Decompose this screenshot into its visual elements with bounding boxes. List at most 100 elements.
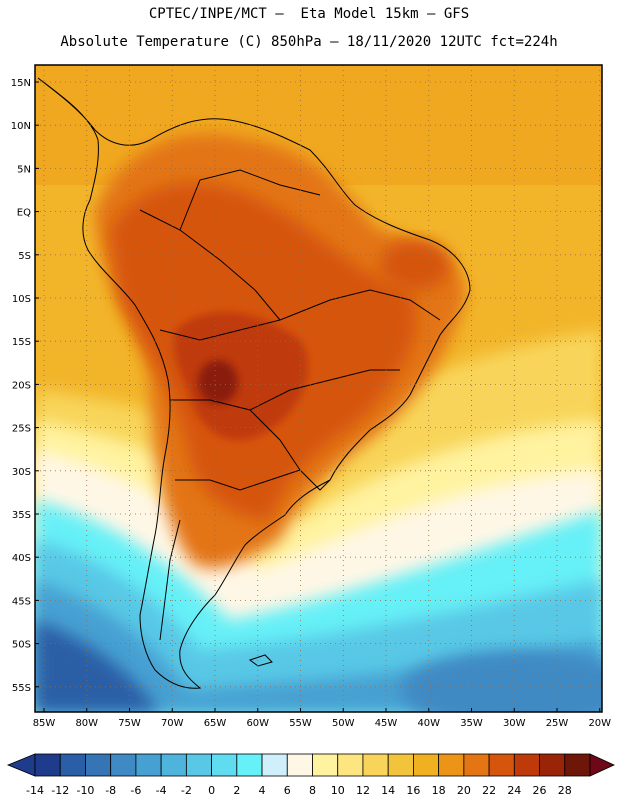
lon-label: 50W [332,718,355,729]
lat-label: 50S [12,640,31,651]
lat-label: 40S [12,553,31,564]
continent-very-hot-zone [174,311,309,441]
temperature-field [35,65,602,712]
colorbar-swatch [387,753,414,777]
colorbar-label: 22 [482,784,496,797]
colorbar-label: 4 [259,784,266,797]
lat-label: 10S [12,294,31,305]
lon-label: 20W [588,718,611,729]
colorbar-swatch [110,753,137,777]
lon-label: 60W [246,718,269,729]
lon-label: 75W [118,718,141,729]
colorbar-label: 24 [507,784,521,797]
lat-label: 10N [11,121,31,132]
border-line-9 [159,519,181,641]
field-blue-southeast [400,650,602,712]
colorbar-label: -4 [156,784,167,797]
colorbar-label: 26 [533,784,547,797]
colorbar-swatch [413,753,440,777]
colorbar-swatch [160,753,187,777]
colorbar-label: 0 [208,784,215,797]
max-temperature-core [198,360,238,404]
colorbar-label: 10 [331,784,345,797]
colorbar [6,753,615,777]
colorbar-swatch [211,753,238,777]
field-deep-blue [35,620,160,712]
latitude-labels: 15N 10N 5N EQ 5S 10S 15S 20S 25S 30S 35S 40S 45S 50S 5… [11,78,39,694]
colorbar-swatch [488,753,515,777]
border-line-1 [139,209,281,321]
lon-label: 35W [460,718,483,729]
colorbar-swatch [513,753,540,777]
colorbar-swatch [185,753,212,777]
colorbar-label: -12 [51,784,69,797]
lat-label: 20S [12,380,31,391]
colorbar-label: 12 [356,784,370,797]
colorbar-swatch [337,753,364,777]
colorbar-swatch [34,753,61,777]
colorbar-swatch [438,753,465,777]
colorbar-label: 28 [558,784,572,797]
colorbar-swatch [362,753,389,777]
longitude-labels: 85W 80W 75W 70W 65W 60W 55W 50W 45W 40W 35W 30W 25W 2… [33,708,611,729]
colorbar-label: 2 [233,784,240,797]
colorbar-swatch [85,753,112,777]
border-line-7 [175,469,301,491]
northeast-brazil-hot [380,240,450,290]
colorbar-labels: -14 -12 -10 -8 -6 -4 -2 0 2 4 6 8 10 12 14 16 18 20 22 24 26… [26,784,572,797]
map-title-line-1: CPTEC/INPE/MCT – Eta Model 15km – GFS [148,6,470,22]
colorbar-swatch [564,753,591,777]
lon-label: 40W [417,718,440,729]
border-line-6 [249,369,400,411]
border-line-3 [279,289,441,321]
lat-label: 30S [12,467,31,478]
lon-label: 55W [289,718,312,729]
coastlines [37,77,471,689]
colorbar-label: 18 [432,784,446,797]
colorbar-label: -10 [76,784,94,797]
colorbar-label: -8 [105,784,116,797]
colorbar-swatch [59,753,86,777]
colorbar-label: 8 [309,784,316,797]
colorbar-swatch [261,753,288,777]
colorbar-swatch [539,753,566,777]
colorbar-high-arrow [589,753,615,777]
map-frame [34,64,603,713]
lon-label: 45W [375,718,398,729]
lat-label: 25S [12,424,31,435]
lat-label: 45S [12,596,31,607]
lat-label: 5N [17,164,31,175]
border-line-8 [299,469,331,491]
colorbar-label: 20 [457,784,471,797]
map-title-line-2: Absolute Temperature (C) 850hPa – 18/11/… [60,34,558,50]
colorbar-label: -2 [181,784,192,797]
colorbar-swatch [312,753,339,777]
border-line-4 [159,319,281,341]
colorbar-label: -14 [26,784,44,797]
colorbar-low-arrow [6,753,36,777]
colorbar-label: 6 [284,784,291,797]
colorbar-swatch [135,753,162,777]
lon-label: 25W [546,718,569,729]
colorbar-swatch [286,753,313,777]
lat-label: 35S [12,510,31,521]
lon-label: 65W [204,718,227,729]
colorbar-label: 16 [406,784,420,797]
south-america-coast [37,77,471,689]
lat-label: 5S [18,251,31,262]
lon-label: 70W [161,718,184,729]
falklands [248,654,273,667]
lon-label: 30W [503,718,526,729]
lat-label: EQ [17,208,31,219]
border-line-2 [179,169,321,231]
lat-label: 15S [12,337,31,348]
colorbar-label: 14 [381,784,395,797]
colorbar-label: -6 [130,784,141,797]
colorbar-swatch [463,753,490,777]
lon-label: 85W [33,718,56,729]
lat-label: 15N [11,78,31,89]
lat-label: 55S [12,683,31,694]
colorbar-swatch [236,753,263,777]
lon-label: 80W [75,718,98,729]
